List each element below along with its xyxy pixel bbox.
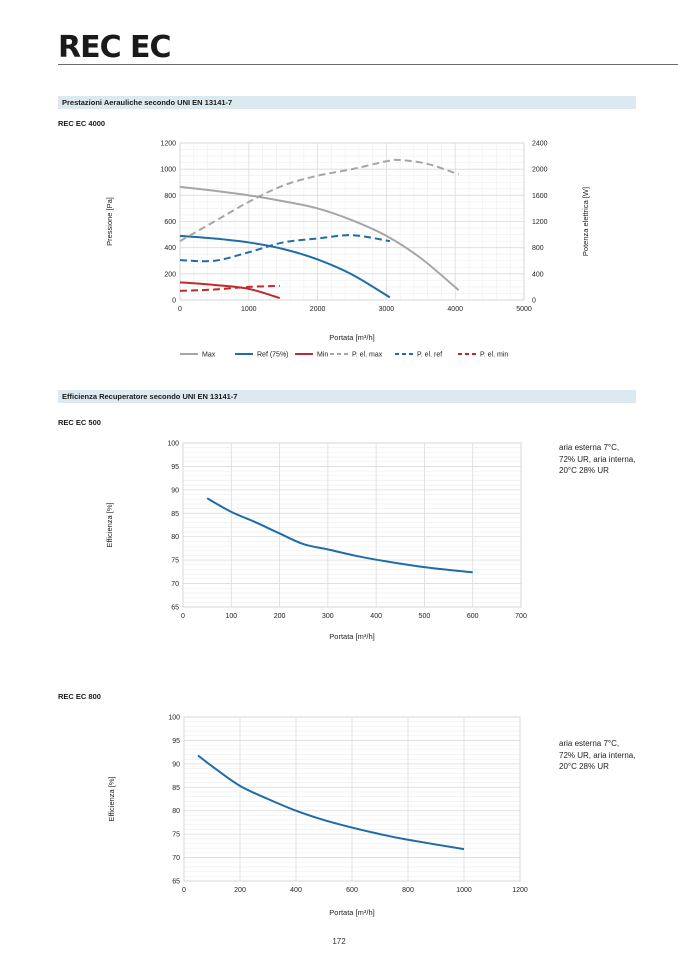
y-tick-label: 90 (171, 487, 179, 494)
y-tick-label: 85 (172, 785, 180, 792)
chart-title-rec-ec-500: REC EC 500 (58, 418, 101, 427)
y-tick-label: 200 (164, 271, 176, 278)
note-line: aria esterna 7°C, (559, 739, 620, 748)
y-axis-label: Pressione [Pa] (105, 197, 114, 246)
y-tick-label: 600 (164, 219, 176, 226)
y-tick-label: 100 (168, 715, 180, 722)
plot-frame (182, 442, 522, 608)
y-tick-label: 70 (172, 855, 180, 862)
note-line: 72% UR, aria interna, (559, 750, 636, 760)
y-tick-label: 75 (171, 558, 179, 565)
chart-title-rec-ec-4000: REC EC 4000 (58, 119, 106, 128)
y-tick-label: 70 (171, 581, 179, 588)
page-title: REC EC (58, 30, 172, 65)
y-tick-label: 80 (171, 534, 179, 541)
x-axis-label: Portata [m³/h] (329, 632, 374, 641)
plot-frame (183, 716, 521, 882)
x-tick-label: 100 (225, 613, 237, 620)
legend-label: P. el. ref (417, 352, 442, 359)
page-number: 172 (332, 937, 346, 946)
x-tick-label: 200 (274, 613, 286, 620)
x-tick-label: 5000 (516, 306, 532, 313)
y-tick-label: 80 (172, 808, 180, 815)
y-tick-label: 75 (172, 832, 180, 839)
x-tick-label: 3000 (379, 306, 395, 313)
y2-tick-label: 2000 (532, 167, 548, 174)
x-tick-label: 400 (290, 887, 302, 894)
legend-label: Min (317, 352, 328, 359)
plot-frame (179, 142, 525, 301)
series-line-efficienza (206, 497, 473, 574)
y-axis-label: Efficienza [%] (107, 776, 116, 821)
note-line: 72% UR, aria interna, (559, 454, 636, 464)
y-tick-label: 65 (171, 605, 179, 612)
y-tick-label: 90 (172, 761, 180, 768)
section-header-efficiency: Efficienza Recuperatore secondo UNI EN 1… (58, 390, 636, 403)
legend-label: P. el. min (480, 352, 508, 359)
title-divider (58, 64, 678, 65)
x-tick-label: 500 (419, 613, 431, 620)
x-tick-label: 800 (402, 887, 414, 894)
x-tick-label: 1200 (512, 887, 528, 894)
x-axis-label: Portata [m³/h] (329, 333, 374, 342)
series-line-efficienza (197, 754, 465, 851)
x-tick-label: 600 (467, 613, 479, 620)
x-axis-label: Portata [m³/h] (329, 908, 374, 917)
y-tick-label: 1200 (160, 141, 176, 148)
y2-tick-label: 1600 (532, 193, 548, 200)
conditions-note-500: aria esterna 7°C, 72% UR, aria interna, … (559, 442, 659, 477)
series-line-p-el-min (179, 284, 280, 292)
x-tick-label: 0 (178, 306, 182, 313)
y-tick-label: 400 (164, 245, 176, 252)
chart-title-rec-ec-800: REC EC 800 (58, 692, 101, 701)
y-tick-label: 95 (172, 738, 180, 745)
y2-tick-label: 2400 (532, 141, 548, 148)
y2-tick-label: 1200 (532, 219, 548, 226)
y2-tick-label: 800 (532, 245, 544, 252)
y2-tick-label: 400 (532, 271, 544, 278)
x-tick-label: 1000 (456, 887, 472, 894)
note-line: aria esterna 7°C, (559, 443, 620, 452)
x-tick-label: 2000 (310, 306, 326, 313)
series-line-p-el-max (179, 158, 459, 242)
y2-axis-label: Potenza elettrica [W] (581, 187, 590, 256)
section-header-aeraulic: Prestazioni Aerauliche secondo UNI EN 13… (58, 96, 636, 109)
x-tick-label: 700 (515, 613, 527, 620)
x-tick-label: 0 (181, 613, 185, 620)
y-tick-label: 800 (164, 193, 176, 200)
y-axis-label: Efficienza [%] (105, 502, 114, 547)
legend-label: Ref (75%) (257, 352, 289, 359)
y2-tick-label: 0 (532, 298, 536, 305)
note-line: 20°C 28% UR (559, 762, 609, 771)
y-tick-label: 100 (167, 441, 179, 448)
legend-label: P. el. max (352, 352, 383, 359)
series-line-ref-75 (179, 234, 391, 299)
x-tick-label: 300 (322, 613, 334, 620)
x-tick-label: 0 (182, 887, 186, 894)
x-tick-label: 4000 (447, 306, 463, 313)
conditions-note-800: aria esterna 7°C, 72% UR, aria interna, … (559, 738, 659, 773)
y-tick-label: 85 (171, 511, 179, 518)
x-tick-label: 200 (234, 887, 246, 894)
x-tick-label: 400 (370, 613, 382, 620)
series-line-min (179, 281, 281, 299)
y-tick-label: 95 (171, 464, 179, 471)
y-tick-label: 1000 (160, 167, 176, 174)
series-line-max (179, 185, 460, 291)
y-tick-label: 0 (172, 298, 176, 305)
x-tick-label: 600 (346, 887, 358, 894)
y-tick-label: 65 (172, 879, 180, 886)
note-line: 20°C 28% UR (559, 466, 609, 475)
x-tick-label: 1000 (241, 306, 257, 313)
legend-label: Max (202, 352, 216, 359)
series-line-p-el-ref (179, 234, 390, 263)
